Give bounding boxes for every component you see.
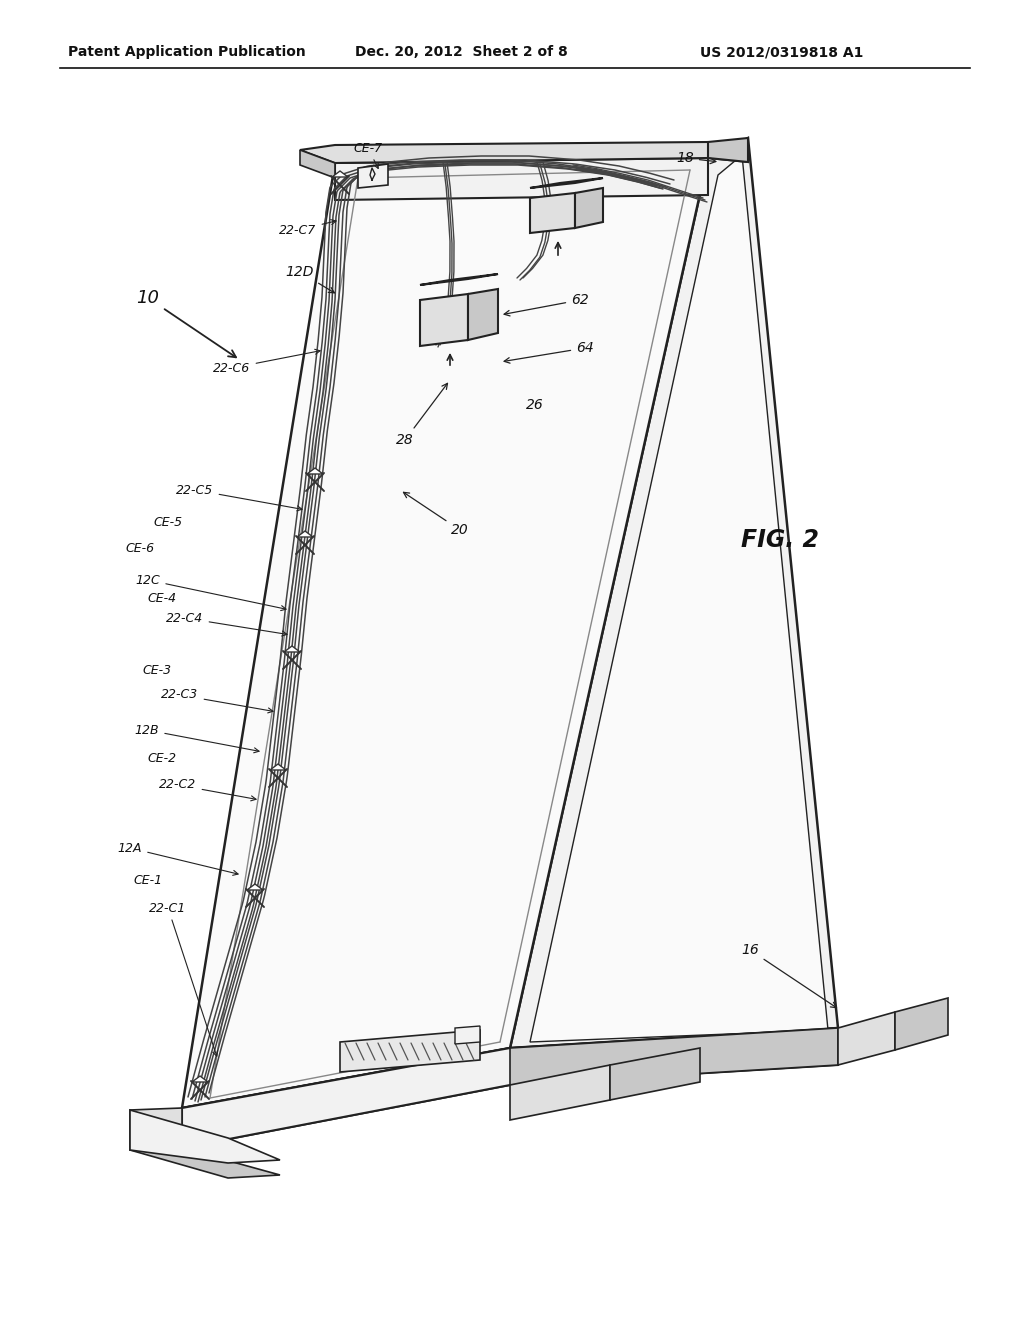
Polygon shape bbox=[130, 1107, 182, 1150]
Polygon shape bbox=[510, 139, 838, 1048]
Text: 26: 26 bbox=[526, 399, 544, 412]
Polygon shape bbox=[420, 294, 468, 346]
Text: CE-1: CE-1 bbox=[133, 874, 163, 887]
Text: 22-C7: 22-C7 bbox=[280, 219, 336, 236]
Text: 28: 28 bbox=[396, 383, 447, 447]
Polygon shape bbox=[610, 1048, 700, 1100]
Polygon shape bbox=[510, 1028, 838, 1085]
Text: CE-2: CE-2 bbox=[147, 751, 176, 764]
Polygon shape bbox=[130, 1148, 280, 1177]
Polygon shape bbox=[358, 164, 388, 187]
Text: 12B: 12B bbox=[135, 723, 259, 752]
Text: 22-C2: 22-C2 bbox=[160, 779, 256, 801]
Polygon shape bbox=[510, 1065, 610, 1119]
Polygon shape bbox=[530, 178, 603, 187]
Text: 16: 16 bbox=[741, 942, 837, 1007]
Polygon shape bbox=[895, 998, 948, 1049]
Polygon shape bbox=[182, 1048, 510, 1148]
Text: CE-4: CE-4 bbox=[147, 591, 176, 605]
Polygon shape bbox=[530, 193, 575, 234]
Polygon shape bbox=[270, 764, 286, 770]
Text: CE-5: CE-5 bbox=[154, 516, 182, 528]
Text: 22-C6: 22-C6 bbox=[213, 350, 321, 375]
Polygon shape bbox=[530, 154, 828, 1041]
Text: 22-C1: 22-C1 bbox=[150, 902, 217, 1056]
Polygon shape bbox=[420, 275, 498, 285]
Polygon shape bbox=[838, 1012, 895, 1065]
Text: 12D: 12D bbox=[286, 265, 335, 293]
Polygon shape bbox=[575, 187, 603, 228]
Text: 12A: 12A bbox=[118, 842, 239, 875]
Polygon shape bbox=[193, 1076, 208, 1082]
Text: 62: 62 bbox=[504, 293, 589, 315]
Polygon shape bbox=[455, 1026, 480, 1044]
Text: 20: 20 bbox=[403, 492, 469, 537]
Text: Dec. 20, 2012  Sheet 2 of 8: Dec. 20, 2012 Sheet 2 of 8 bbox=[355, 45, 567, 59]
Text: US 2012/0319818 A1: US 2012/0319818 A1 bbox=[700, 45, 863, 59]
Polygon shape bbox=[468, 289, 498, 341]
Text: 10: 10 bbox=[136, 289, 236, 358]
Polygon shape bbox=[297, 531, 313, 537]
Polygon shape bbox=[335, 158, 708, 201]
Polygon shape bbox=[247, 884, 263, 890]
Text: 22-C4: 22-C4 bbox=[166, 611, 287, 636]
Text: FIG. 2: FIG. 2 bbox=[741, 528, 819, 552]
Text: CE-6: CE-6 bbox=[125, 541, 155, 554]
Polygon shape bbox=[332, 172, 348, 177]
Text: 18: 18 bbox=[676, 150, 716, 165]
Text: 22-C3: 22-C3 bbox=[162, 689, 273, 713]
Text: 22-C5: 22-C5 bbox=[176, 483, 302, 511]
Polygon shape bbox=[340, 1030, 480, 1072]
Text: 64: 64 bbox=[504, 341, 594, 363]
Polygon shape bbox=[300, 150, 335, 178]
Polygon shape bbox=[284, 645, 300, 652]
Polygon shape bbox=[300, 143, 748, 162]
Polygon shape bbox=[307, 469, 323, 474]
Polygon shape bbox=[182, 1028, 838, 1148]
Text: CE-3: CE-3 bbox=[142, 664, 172, 676]
Text: CE-7: CE-7 bbox=[353, 141, 383, 169]
Text: 12C: 12C bbox=[135, 573, 286, 611]
Polygon shape bbox=[708, 139, 748, 162]
Polygon shape bbox=[182, 158, 708, 1107]
Text: Patent Application Publication: Patent Application Publication bbox=[68, 45, 306, 59]
Polygon shape bbox=[130, 1110, 280, 1163]
